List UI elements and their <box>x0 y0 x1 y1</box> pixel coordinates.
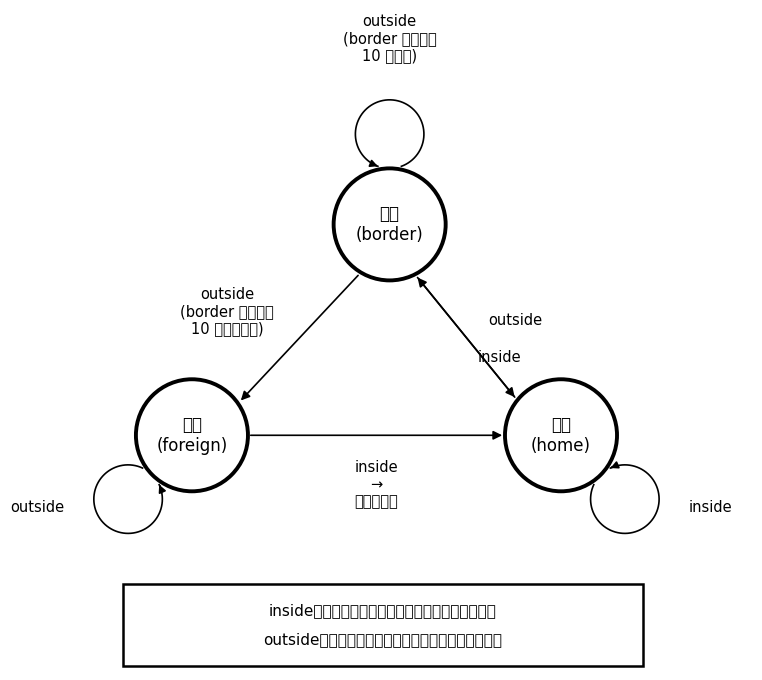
Text: inside: inside <box>477 350 521 364</box>
Text: 状態
(home): 状態 (home) <box>531 416 591 455</box>
Text: outside
(border に遷移後
10 分以内): outside (border に遷移後 10 分以内) <box>343 14 437 64</box>
Text: inside
→
メール送信: inside → メール送信 <box>354 460 399 509</box>
Circle shape <box>334 169 446 280</box>
Text: outside：受信位置情報が介護施設から一定距離圏外: outside：受信位置情報が介護施設から一定距離圏外 <box>264 632 503 647</box>
Text: 状態
(foreign): 状態 (foreign) <box>156 416 228 455</box>
Text: outside
(border に遷移後
10 分以上経過): outside (border に遷移後 10 分以上経過) <box>180 287 274 337</box>
Text: 状態
(border): 状態 (border) <box>356 205 424 244</box>
Text: inside: inside <box>689 500 732 515</box>
FancyBboxPatch shape <box>123 583 643 666</box>
Text: inside：受信位置情報が介護施設から一定距離圏内: inside：受信位置情報が介護施設から一定距離圏内 <box>269 602 497 617</box>
Text: outside: outside <box>10 500 64 515</box>
Circle shape <box>136 379 248 492</box>
Text: outside: outside <box>488 313 543 328</box>
Circle shape <box>505 379 617 492</box>
